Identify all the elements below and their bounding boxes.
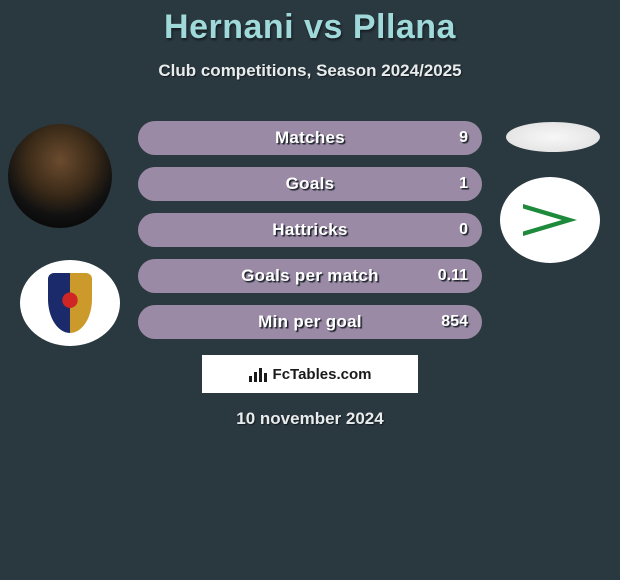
bar-value: 854 — [441, 313, 468, 331]
player-left-avatar — [8, 124, 112, 228]
page-title: Hernani vs Pllana — [0, 0, 620, 47]
bar-goals-per-match: Goals per match 0.11 — [138, 259, 482, 293]
shield-icon — [48, 273, 92, 333]
stat-bars: Matches 9 Goals 1 Hattricks 0 Goals per … — [138, 121, 482, 351]
bar-value: 9 — [459, 129, 468, 147]
bar-value: 0 — [459, 221, 468, 239]
pennant-icon — [523, 204, 577, 236]
bar-hattricks: Hattricks 0 — [138, 213, 482, 247]
bar-label: Min per goal — [258, 312, 362, 332]
player-right-avatar — [506, 122, 600, 152]
bar-label: Goals — [286, 174, 335, 194]
bar-min-per-goal: Min per goal 854 — [138, 305, 482, 339]
bar-value: 1 — [459, 175, 468, 193]
bar-matches: Matches 9 — [138, 121, 482, 155]
page-subtitle: Club competitions, Season 2024/2025 — [0, 61, 620, 81]
snapshot-date: 10 november 2024 — [0, 409, 620, 429]
club-right-logo — [500, 177, 600, 263]
bar-label: Hattricks — [272, 220, 347, 240]
bar-chart-icon — [249, 366, 267, 382]
attribution-text: FcTables.com — [273, 366, 372, 383]
club-left-logo — [20, 260, 120, 346]
bar-value: 0.11 — [438, 267, 468, 285]
bar-label: Matches — [275, 128, 345, 148]
bar-goals: Goals 1 — [138, 167, 482, 201]
bar-label: Goals per match — [241, 266, 379, 286]
attribution-badge: FcTables.com — [202, 355, 418, 393]
